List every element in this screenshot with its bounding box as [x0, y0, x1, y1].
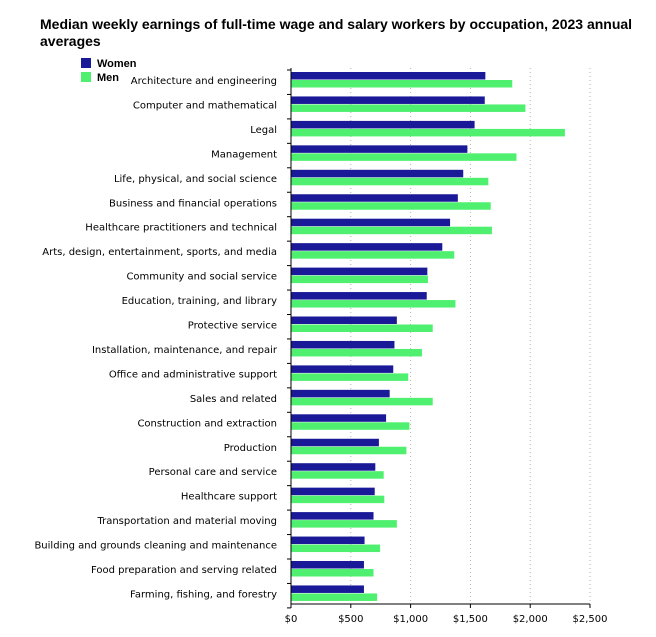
- bar-women: [291, 218, 451, 227]
- x-tick-label: $0: [285, 614, 298, 625]
- bar-men: [291, 300, 456, 308]
- bar-men: [291, 80, 513, 88]
- bar-women: [291, 169, 464, 178]
- category-label: Architecture and engineering: [131, 76, 277, 87]
- bar-men: [291, 251, 455, 259]
- gridlines: [350, 68, 591, 604]
- bar-women: [291, 536, 365, 545]
- x-tick-label: $1,000: [393, 614, 428, 625]
- bar-women: [291, 145, 468, 153]
- bar-men: [291, 177, 489, 186]
- legend-swatch-women: [81, 58, 91, 68]
- bar-men: [291, 104, 526, 112]
- bar-women: [291, 438, 379, 447]
- category-label: Education, training, and library: [122, 296, 277, 307]
- bar-men: [291, 226, 492, 235]
- category-labels: Architecture and engineering Computer and…: [34, 76, 277, 600]
- bar-men: [291, 569, 374, 577]
- legend-swatch-men: [81, 72, 91, 82]
- category-label: Healthcare support: [181, 492, 277, 503]
- category-label: Arts, design, entertainment, sports, and…: [42, 247, 277, 258]
- bar-women: [291, 365, 394, 373]
- bar-men: [291, 324, 433, 332]
- bar-women: [291, 585, 364, 593]
- bar-men: [291, 446, 407, 455]
- bar-women: [291, 96, 485, 104]
- x-tick-label: $1,500: [453, 614, 488, 625]
- bar-women: [291, 292, 427, 300]
- bar-men: [291, 495, 385, 504]
- bar-men: [291, 275, 428, 284]
- legend: Women Men: [81, 58, 137, 84]
- bar-men: [291, 520, 397, 528]
- bar-men: [291, 544, 381, 553]
- bar-women: [291, 389, 390, 398]
- chart-title: Median weekly earnings of full-time wage…: [40, 16, 633, 49]
- bar-men: [291, 153, 517, 161]
- bar-men: [291, 471, 384, 479]
- x-tick-label: $500: [338, 614, 363, 625]
- category-label: Construction and extraction: [137, 418, 277, 429]
- category-label: Food preparation and serving related: [91, 565, 277, 576]
- x-axis: $0 $500 $1,000 $1,500 $2,000 $2,500: [285, 68, 608, 625]
- bar-women: [291, 414, 387, 422]
- x-tick-label: $2,500: [573, 614, 608, 625]
- category-label: Sales and related: [190, 394, 277, 405]
- legend-label-men: Men: [97, 72, 119, 84]
- bar-men: [291, 422, 410, 430]
- bar-women: [291, 487, 375, 496]
- bar-men: [291, 128, 565, 137]
- category-label: Farming, fishing, and forestry: [130, 589, 277, 600]
- category-label: Management: [211, 149, 277, 160]
- category-label: Personal care and service: [149, 467, 277, 478]
- bars: [291, 72, 565, 601]
- category-label: Healthcare practitioners and technical: [85, 223, 277, 234]
- category-label: Community and social service: [126, 272, 277, 283]
- category-label: Production: [224, 443, 277, 454]
- bar-women: [291, 194, 458, 202]
- bar-women: [291, 72, 486, 80]
- bar-women: [291, 316, 397, 324]
- bar-women: [291, 243, 443, 251]
- category-label: Business and financial operations: [109, 198, 277, 209]
- bar-women: [291, 463, 376, 471]
- category-label: Life, physical, and social science: [114, 174, 277, 185]
- bar-men: [291, 373, 409, 381]
- bar-men: [291, 202, 491, 210]
- bar-women: [291, 267, 428, 276]
- bar-women: [291, 512, 374, 520]
- bar-men: [291, 593, 378, 601]
- category-label: Building and grounds cleaning and mainte…: [34, 541, 277, 552]
- bar-women: [291, 120, 475, 129]
- category-label: Protective service: [188, 321, 277, 332]
- bar-women: [291, 561, 364, 569]
- category-label: Legal: [250, 125, 277, 136]
- bar-men: [291, 348, 422, 357]
- x-tick-label: $2,000: [513, 614, 548, 625]
- bar-women: [291, 340, 395, 349]
- category-label: Office and administrative support: [109, 369, 277, 380]
- bar-men: [291, 397, 433, 406]
- category-label: Installation, maintenance, and repair: [92, 345, 278, 356]
- legend-label-women: Women: [97, 58, 137, 70]
- category-label: Computer and mathematical: [133, 100, 277, 111]
- category-label: Transportation and material moving: [96, 516, 277, 527]
